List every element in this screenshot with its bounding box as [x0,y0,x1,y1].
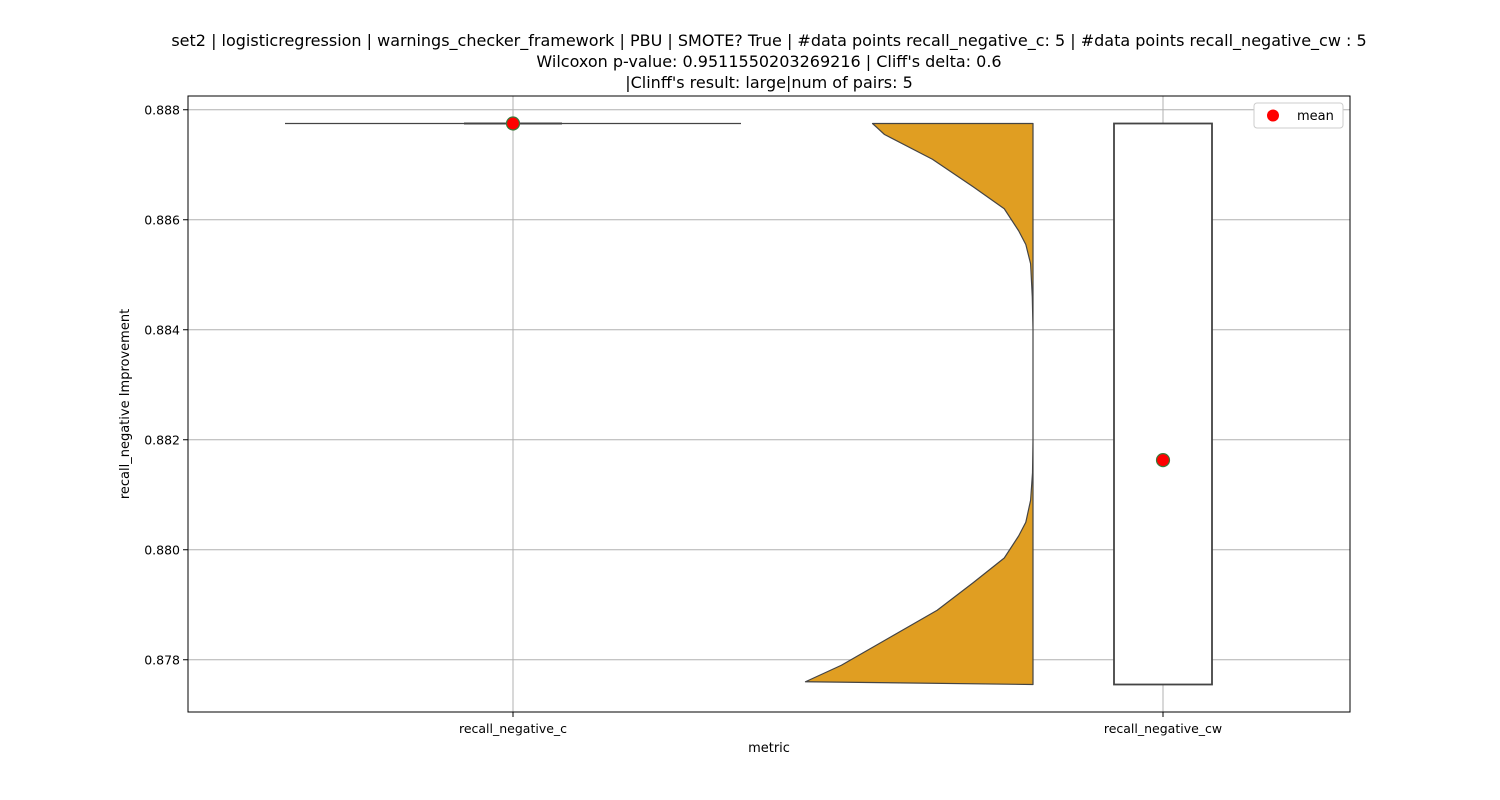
mean-marker [505,116,521,131]
title-line-3: |Clinff's result: large|num of pairs: 5 [625,73,913,92]
x-tick-label: recall_negative_cw [1104,721,1222,736]
violin-plots [285,122,1034,686]
legend-box [1253,102,1344,129]
mean-marker [1155,453,1171,468]
y-tick-label: 0.888 [144,102,180,117]
title-line-2: Wilcoxon p-value: 0.9511550203269216 | C… [536,52,1001,71]
legend: mean [1253,102,1344,129]
legend-label: mean [1297,109,1334,124]
y-tick-label: 0.886 [144,212,180,227]
mean-markers [505,116,1171,468]
y-tick-label: 0.878 [144,652,180,667]
title-line-1: set2 | logisticregression | warnings_che… [171,31,1366,51]
y-axis-ticks: 0.878 0.880 0.882 0.884 0.886 0.888 [144,102,188,667]
chart-title: set2 | logisticregression | warnings_che… [171,31,1366,92]
legend-mean-marker [1267,109,1279,122]
box-rect [1113,122,1213,686]
x-axis-label: metric [748,741,790,756]
y-tick-label: 0.884 [144,322,180,337]
plot-frame [187,95,1351,713]
x-tick-label: recall_negative_c [459,721,567,736]
box-plots [464,122,1213,686]
y-axis-label: recall_negative Improvement [118,309,133,499]
y-tick-label: 0.882 [144,432,180,447]
y-tick-label: 0.880 [144,542,180,557]
x-axis-ticks: recall_negative_c recall_negative_cw [459,712,1222,736]
violin-shape [804,122,1034,686]
